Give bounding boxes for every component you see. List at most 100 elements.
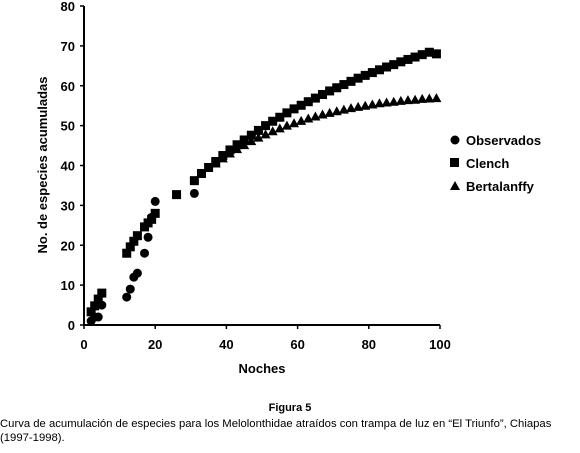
y-tick-label: 60: [61, 79, 75, 94]
clench-point: [132, 231, 142, 241]
clench-point: [360, 70, 370, 80]
bertalanffy-point: [353, 101, 364, 111]
clench-point: [332, 83, 342, 93]
clench-point: [310, 93, 320, 103]
bertalanffy-point: [303, 113, 314, 123]
clench-point: [424, 47, 434, 57]
clench-point: [129, 236, 139, 246]
bertalanffy-point: [296, 115, 307, 125]
figure-caption-text: Curva de acumulación de especies para lo…: [0, 418, 552, 444]
clench-point: [318, 90, 328, 100]
bertalanffy-point: [402, 95, 413, 105]
clench-point: [86, 307, 96, 317]
clench-point: [93, 294, 103, 304]
bertalanffy-point: [410, 94, 421, 104]
bertalanffy-point: [253, 132, 264, 142]
clench-point: [303, 97, 313, 107]
bertalanffy-point: [388, 96, 399, 106]
clench-point: [246, 130, 256, 140]
clench-point: [204, 162, 214, 172]
clench-point: [403, 54, 413, 64]
x-tick-label: 20: [148, 337, 162, 352]
clench-point: [122, 248, 132, 258]
clench-point: [289, 104, 299, 114]
legend-label-clench: Clench: [466, 156, 509, 171]
clench-point: [389, 60, 399, 70]
clench-point: [125, 242, 135, 252]
y-tick-label: 30: [61, 198, 75, 213]
clench-point: [172, 190, 182, 200]
bertalanffy-point: [367, 99, 378, 109]
species-accumulation-chart: 0 10 20 30 40 50 60 70 80 0 20 40 60 80 100 Noches No…: [35, 0, 541, 376]
bertalanffy-point: [281, 120, 292, 130]
legend: Observados Clench Bertalanffy: [450, 133, 541, 194]
bertalanffy-point: [395, 95, 406, 105]
y-tick-label: 0: [68, 318, 75, 333]
clench-point: [339, 80, 349, 90]
clench-point: [232, 140, 242, 150]
clench-point: [367, 68, 377, 78]
observados-point: [140, 248, 150, 258]
legend-item-bertalanffy: Bertalanffy: [450, 179, 535, 194]
clench-point: [410, 52, 420, 62]
bertalanffy-point: [381, 97, 392, 107]
observados-point: [189, 188, 199, 198]
clench-point: [374, 65, 384, 75]
clench-point: [196, 168, 206, 178]
y-tick-label: 80: [61, 0, 75, 14]
x-tick-label: 0: [80, 337, 87, 352]
bertalanffy-point: [424, 93, 435, 103]
legend-square-marker: [450, 158, 459, 167]
bertalanffy-point: [317, 109, 328, 119]
clench-point: [150, 208, 160, 218]
x-tick-label: 60: [290, 337, 304, 352]
x-tick-label: 40: [219, 337, 233, 352]
clench-point: [97, 288, 107, 298]
bertalanffy-point: [239, 140, 250, 150]
bertalanffy-point: [331, 106, 342, 116]
legend-circle-marker: [450, 135, 460, 145]
clench-point: [353, 73, 363, 83]
clench-point: [253, 125, 263, 135]
observados-point: [147, 212, 157, 222]
y-tick-label: 70: [61, 39, 75, 54]
bertalanffy-point: [267, 126, 278, 136]
clench-point: [211, 157, 221, 167]
y-axis-title: No. de especies acumuladas: [35, 76, 50, 253]
y-tick-label: 40: [61, 159, 75, 174]
clench-point: [282, 108, 292, 118]
y-axis: 0 10 20 30 40 50 60 70 80: [61, 0, 85, 333]
observados-point: [150, 196, 160, 206]
y-tick-label: 10: [61, 278, 75, 293]
clench-point: [268, 116, 278, 126]
observados-point: [97, 300, 107, 310]
legend-triangle-marker: [450, 181, 460, 190]
clench-point: [417, 50, 427, 60]
clench-point: [218, 151, 228, 161]
observados-point: [125, 284, 135, 294]
bertalanffy-point: [346, 103, 356, 113]
legend-item-clench: Clench: [450, 156, 509, 171]
bertalanffy-point: [274, 123, 285, 133]
bertalanffy-point: [260, 129, 271, 139]
clench-point: [382, 62, 392, 72]
x-axis-title: Noches: [239, 361, 286, 376]
data-points: [86, 47, 442, 326]
observados-point: [143, 232, 153, 242]
x-tick-label: 100: [429, 337, 451, 352]
legend-label-bertalanffy: Bertalanffy: [466, 179, 535, 194]
legend-item-observados: Observados: [450, 133, 541, 148]
clench-point: [431, 49, 441, 59]
legend-label-observados: Observados: [466, 133, 541, 148]
clench-point: [346, 76, 356, 86]
clench-point: [239, 135, 249, 145]
clench-point: [261, 121, 271, 131]
y-tick-label: 50: [61, 119, 75, 134]
bertalanffy-point: [374, 98, 385, 108]
observados-point: [93, 312, 103, 322]
clench-point: [225, 145, 235, 155]
x-tick-label: 80: [362, 337, 376, 352]
bertalanffy-point: [417, 93, 428, 103]
bertalanffy-point: [324, 107, 335, 117]
clench-point: [275, 112, 285, 122]
